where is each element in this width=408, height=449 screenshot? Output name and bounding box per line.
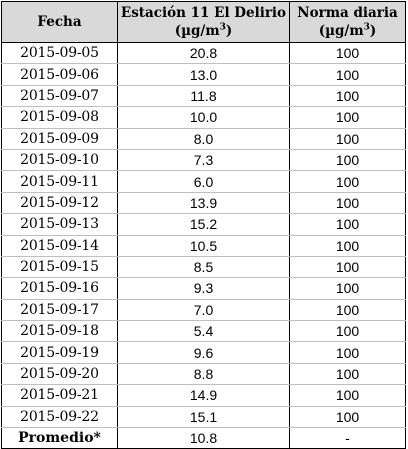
station-value-cell: 20.8 (117, 41, 290, 65)
date-cell: 2015-09-07 (1, 84, 118, 108)
header-station-label: Estación 11 El Delirio (120, 5, 287, 21)
norm-value-cell: 100 (289, 63, 406, 86)
norm-value-cell: 100 (289, 384, 406, 407)
table-row: 2015-09-17 7.0 100 (1, 298, 406, 322)
date-cell: 2015-09-19 (1, 341, 118, 364)
table-row: 2015-09-09 8.0 100 (1, 127, 406, 150)
station-value-cell: 9.3 (117, 277, 290, 300)
station-value-cell: 15.1 (117, 405, 290, 429)
date-cell: 2015-09-13 (1, 213, 118, 236)
station-value-cell: 11.8 (117, 84, 290, 108)
date-cell: 2015-09-18 (1, 320, 118, 343)
norm-value-cell: 100 (289, 255, 406, 279)
station-value-cell: 8.0 (117, 127, 290, 150)
table-row: 2015-09-13 15.2 100 (1, 213, 406, 236)
table-row: 2015-09-16 9.3 100 (1, 277, 406, 300)
header-fecha-label: Fecha (37, 14, 82, 30)
table-row: 2015-09-07 11.8 100 (1, 84, 406, 108)
date-cell: 2015-09-06 (1, 63, 118, 86)
header-row: Fecha Estación 11 El Delirio (µg/m3) Nor… (1, 1, 406, 43)
header-station-unit: (µg/m3) (174, 22, 233, 39)
date-cell: 2015-09-09 (1, 127, 118, 150)
date-cell: 2015-09-12 (1, 191, 118, 215)
date-cell: 2015-09-05 (1, 41, 118, 65)
table-row: 2015-09-18 5.4 100 (1, 320, 406, 343)
table-row: 2015-09-15 8.5 100 (1, 255, 406, 279)
header-norm: Norma diaria (µg/m3) (289, 1, 406, 43)
date-cell: 2015-09-11 (1, 170, 118, 193)
table-row: 2015-09-19 9.6 100 (1, 341, 406, 364)
norm-value-cell: 100 (289, 41, 406, 65)
header-norm-unit: (µg/m3) (318, 22, 377, 39)
table-row: 2015-09-08 10.0 100 (1, 106, 406, 129)
norm-value-cell: 100 (289, 341, 406, 364)
table-row: 2015-09-14 10.5 100 (1, 234, 406, 257)
norm-value-cell: 100 (289, 234, 406, 257)
station-value-cell: 13.9 (117, 191, 290, 215)
date-cell: 2015-09-15 (1, 255, 118, 279)
norm-value-cell: 100 (289, 84, 406, 108)
table-row: 2015-09-10 7.3 100 (1, 148, 406, 172)
norm-value-cell: 100 (289, 127, 406, 150)
station-value-cell: 15.2 (117, 213, 290, 236)
station-value-cell: 8.5 (117, 255, 290, 279)
norm-value-cell: 100 (289, 213, 406, 236)
station-value-cell: 10.0 (117, 106, 290, 129)
date-cell: 2015-09-20 (1, 362, 118, 386)
station-value-cell: 10.5 (117, 234, 290, 257)
date-cell: 2015-09-08 (1, 106, 118, 129)
table-row: 2015-09-12 13.9 100 (1, 191, 406, 215)
norm-value-cell: 100 (289, 170, 406, 193)
norm-value-cell: 100 (289, 405, 406, 429)
table-row: 2015-09-21 14.9 100 (1, 384, 406, 407)
summary-norm-cell: - (289, 427, 406, 449)
table-row: 2015-09-06 13.0 100 (1, 63, 406, 86)
table-row: 2015-09-20 8.8 100 (1, 362, 406, 386)
station-value-cell: 13.0 (117, 63, 290, 86)
header-station: Estación 11 El Delirio (µg/m3) (117, 1, 290, 43)
norm-value-cell: 100 (289, 148, 406, 172)
station-value-cell: 6.0 (117, 170, 290, 193)
date-cell: 2015-09-17 (1, 298, 118, 322)
station-value-cell: 9.6 (117, 341, 290, 364)
norm-value-cell: 100 (289, 320, 406, 343)
date-cell: 2015-09-21 (1, 384, 118, 407)
date-cell: 2015-09-14 (1, 234, 118, 257)
table-body: 2015-09-05 20.8 100 2015-09-06 13.0 100 2015-0… (1, 41, 406, 449)
table-row: 2015-09-11 6.0 100 (1, 170, 406, 193)
date-cell: 2015-09-16 (1, 277, 118, 300)
station-value-cell: 7.0 (117, 298, 290, 322)
station-value-cell: 7.3 (117, 148, 290, 172)
date-cell: 2015-09-22 (1, 405, 118, 429)
date-cell: 2015-09-10 (1, 148, 118, 172)
norm-value-cell: 100 (289, 362, 406, 386)
table-row: 2015-09-05 20.8 100 (1, 41, 406, 65)
summary-label-cell: Promedio* (1, 427, 118, 449)
norm-value-cell: 100 (289, 106, 406, 129)
table-row: 2015-09-22 15.1 100 (1, 405, 406, 429)
header-norm-label: Norma diaria (297, 5, 398, 21)
header-fecha: Fecha (1, 1, 118, 43)
table-header: Fecha Estación 11 El Delirio (µg/m3) Nor… (1, 1, 406, 43)
norm-value-cell: 100 (289, 191, 406, 215)
summary-row: Promedio* 10.8- (1, 427, 406, 449)
norm-value-cell: 100 (289, 277, 406, 300)
station-value-cell: 8.8 (117, 362, 290, 386)
norm-value-cell: 100 (289, 298, 406, 322)
station-value-cell: 5.4 (117, 320, 290, 343)
summary-value-cell: 10.8 (117, 427, 290, 449)
station-value-cell: 14.9 (117, 384, 290, 407)
